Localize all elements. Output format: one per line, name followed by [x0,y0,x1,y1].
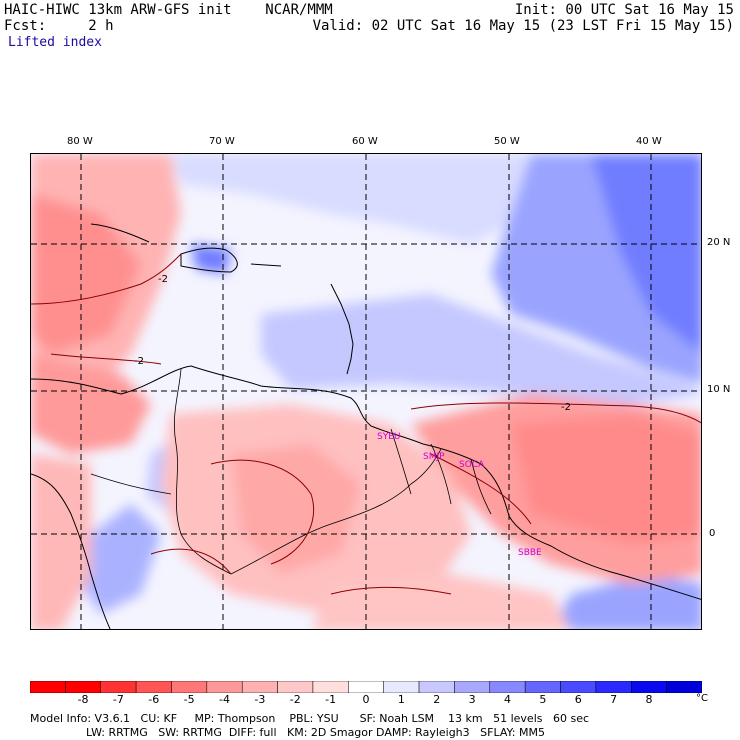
colorbar-swatch [383,681,420,693]
colorbar-tick-label: 6 [574,693,582,706]
colorbar-tick-label: -7 [112,693,124,706]
station-sbbe: SBBE [518,548,542,558]
country-borders [90,368,492,575]
contour-label-2: -2 [134,356,144,367]
colorbar-swatch [560,681,597,693]
colorbar-swatch [418,681,455,693]
station-syeu: SYEU [377,432,401,442]
lat-lon-grid [31,154,701,629]
lon-label-40w: 40 W [636,136,662,147]
lifted-index-field [31,154,701,629]
colorbar-swatch [30,681,66,693]
colorbar-swatch [631,681,667,693]
colorbar-swatch [524,681,561,693]
init-time: Init: 00 UTC Sat 16 May 15 [514,2,734,18]
colorbar-unit: °C [696,693,708,704]
model-info-line1: Model Info: V3.6.1 CU: KF MP: Thompson P… [30,712,590,725]
map-canvas: -2 -2 -2 [31,154,701,629]
lon-label-80w: 80 W [67,136,93,147]
colorbar-swatch [666,681,702,693]
station-smjp: SMJP [423,452,445,462]
colorbar-tick-label: -8 [77,693,89,706]
colorbar-tick-label: -2 [289,693,301,706]
contour-label-1: -2 [158,274,168,285]
colorbar-tick-label: 1 [397,693,405,706]
colorbar-swatch [206,681,243,693]
lat-label-0: 0 [709,528,716,539]
colorbar-swatch [100,681,137,693]
contour-label-3: -2 [561,402,571,413]
colorbar-tick-label: 7 [610,693,618,706]
colorbar-swatch [65,681,101,693]
lat-label-20n: 20 N [707,237,731,248]
lon-label-50w: 50 W [494,136,520,147]
lifted-index-map: -2 -2 -2 [30,153,702,630]
colorbar-swatch [171,681,208,693]
lon-label-60w: 60 W [352,136,378,147]
colorbar-tick-label: 3 [468,693,476,706]
colorbar-swatch [595,681,632,693]
valid-time: Valid: 02 UTC Sat 16 May 15 (23 LST Fri … [312,18,734,34]
colorbar-tick-label: 5 [539,693,547,706]
colorbar-swatch [454,681,491,693]
lon-label-70w: 70 W [209,136,235,147]
colorbar-tick-label: -6 [148,693,160,706]
field-name: Lifted index [8,35,102,50]
colorbar-tick-label: -3 [254,693,266,706]
model-info-line2: LW: RRTMG SW: RRTMG DIFF: full KM: 2D Sm… [30,726,545,739]
contours-minus2 [31,253,701,595]
forecast-hour: Fcst: 2 h [4,18,114,34]
colorbar-swatch [277,681,314,693]
colorbar-tick-label: 8 [645,693,653,706]
colorbar-swatch [312,681,349,693]
colorbar-swatch [241,681,278,693]
colorbar-tick-label: 4 [503,693,511,706]
colorbar-tick-label: -1 [325,693,337,706]
coastlines [31,223,701,629]
model-title: HAIC-HIWC 13km ARW-GFS init NCAR/MMM [4,2,333,18]
lat-label-10n: 10 N [707,384,731,395]
colorbar-tick-label: 0 [362,693,370,706]
colorbar-swatch [348,681,384,693]
colorbar-tick-label: 2 [433,693,441,706]
colorbar-swatch [489,681,526,693]
colorbar [30,681,702,693]
station-soca: SOCA [459,460,485,470]
colorbar-swatch [135,681,172,693]
colorbar-tick-label: -4 [219,693,230,706]
colorbar-tick-label: -5 [183,693,195,706]
